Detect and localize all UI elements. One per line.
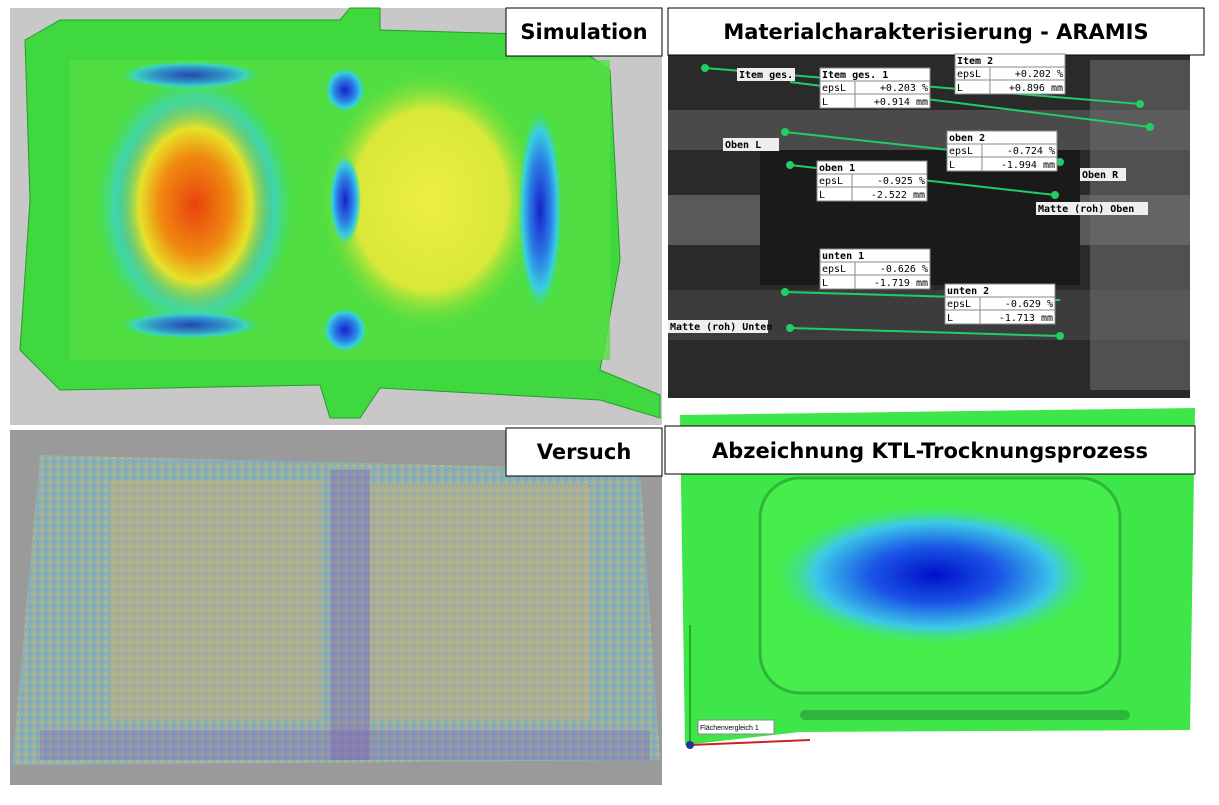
measure-value: -0.629 % (1005, 299, 1053, 310)
measure-value: +0.202 % (1015, 69, 1063, 80)
measure-box (944, 283, 1056, 325)
measure-label: L (957, 83, 963, 94)
measure-box (819, 67, 931, 109)
measure-label: L (949, 160, 955, 171)
panel-label: Materialcharakterisierung - ARAMIS (723, 20, 1148, 44)
measure-name: oben 1 (819, 163, 855, 174)
measure-box (954, 53, 1066, 95)
measure-name: unten 1 (822, 251, 864, 262)
measure-label: epsL (822, 83, 846, 94)
panel-label: Simulation (520, 20, 647, 44)
panel-label: Versuch (537, 440, 632, 464)
measure-value: -0.925 % (877, 176, 925, 187)
point-label-bg (668, 320, 768, 333)
measure-label: epsL (947, 299, 971, 310)
point-label-bg (1080, 168, 1126, 181)
measure-value: -1.713 mm (999, 313, 1053, 324)
measure-value: -1.994 mm (1001, 160, 1055, 171)
measure-value: -2.522 mm (871, 190, 925, 201)
simulation-panel: Simulation (10, 7, 663, 425)
measure-label: L (822, 278, 828, 289)
measure-name: Item 2 (957, 56, 993, 67)
measure-label: epsL (949, 146, 973, 157)
measure-name: unten 2 (947, 286, 989, 297)
aramis-panel: Materialcharakterisierung - ARAMIS Item … (667, 7, 1205, 398)
measure-label: epsL (822, 264, 846, 275)
point-label: Matte (roh) Unten (670, 322, 772, 333)
measure-name: oben 2 (949, 133, 985, 144)
point-label: Oben L (725, 140, 761, 151)
measure-value: -0.724 % (1007, 146, 1055, 157)
measure-box (946, 130, 1058, 172)
point-label: Item ges. (739, 70, 793, 81)
measure-label: L (819, 190, 825, 201)
point-label: Matte (roh) Oben (1038, 204, 1134, 215)
ktl-panel: Flächenvergleich 1 Abzeichnung KTL-Trock… (664, 405, 1197, 785)
measure-label: epsL (819, 176, 843, 187)
point-label-bg (737, 68, 795, 81)
measure-box (819, 248, 931, 290)
point-label: Oben R (1082, 170, 1119, 181)
measure-value: +0.203 % (880, 83, 928, 94)
measure-box (816, 160, 928, 202)
measure-value: -0.626 % (880, 264, 928, 275)
ktl-legend: Flächenvergleich 1 (700, 725, 759, 732)
point-label-bg (723, 138, 779, 151)
measure-value: +0.914 mm (874, 97, 928, 108)
panel-label: Abzeichnung KTL-Trocknungsprozess (712, 439, 1148, 463)
measure-label: L (947, 313, 953, 324)
measure-value: -1.719 mm (874, 278, 928, 289)
versuch-panel: Versuch (10, 427, 663, 785)
measure-label: L (822, 97, 828, 108)
measure-name: Item ges. 1 (822, 70, 888, 81)
point-label-bg (1036, 202, 1148, 215)
measure-value: +0.896 mm (1009, 83, 1063, 94)
measure-label: epsL (957, 69, 981, 80)
